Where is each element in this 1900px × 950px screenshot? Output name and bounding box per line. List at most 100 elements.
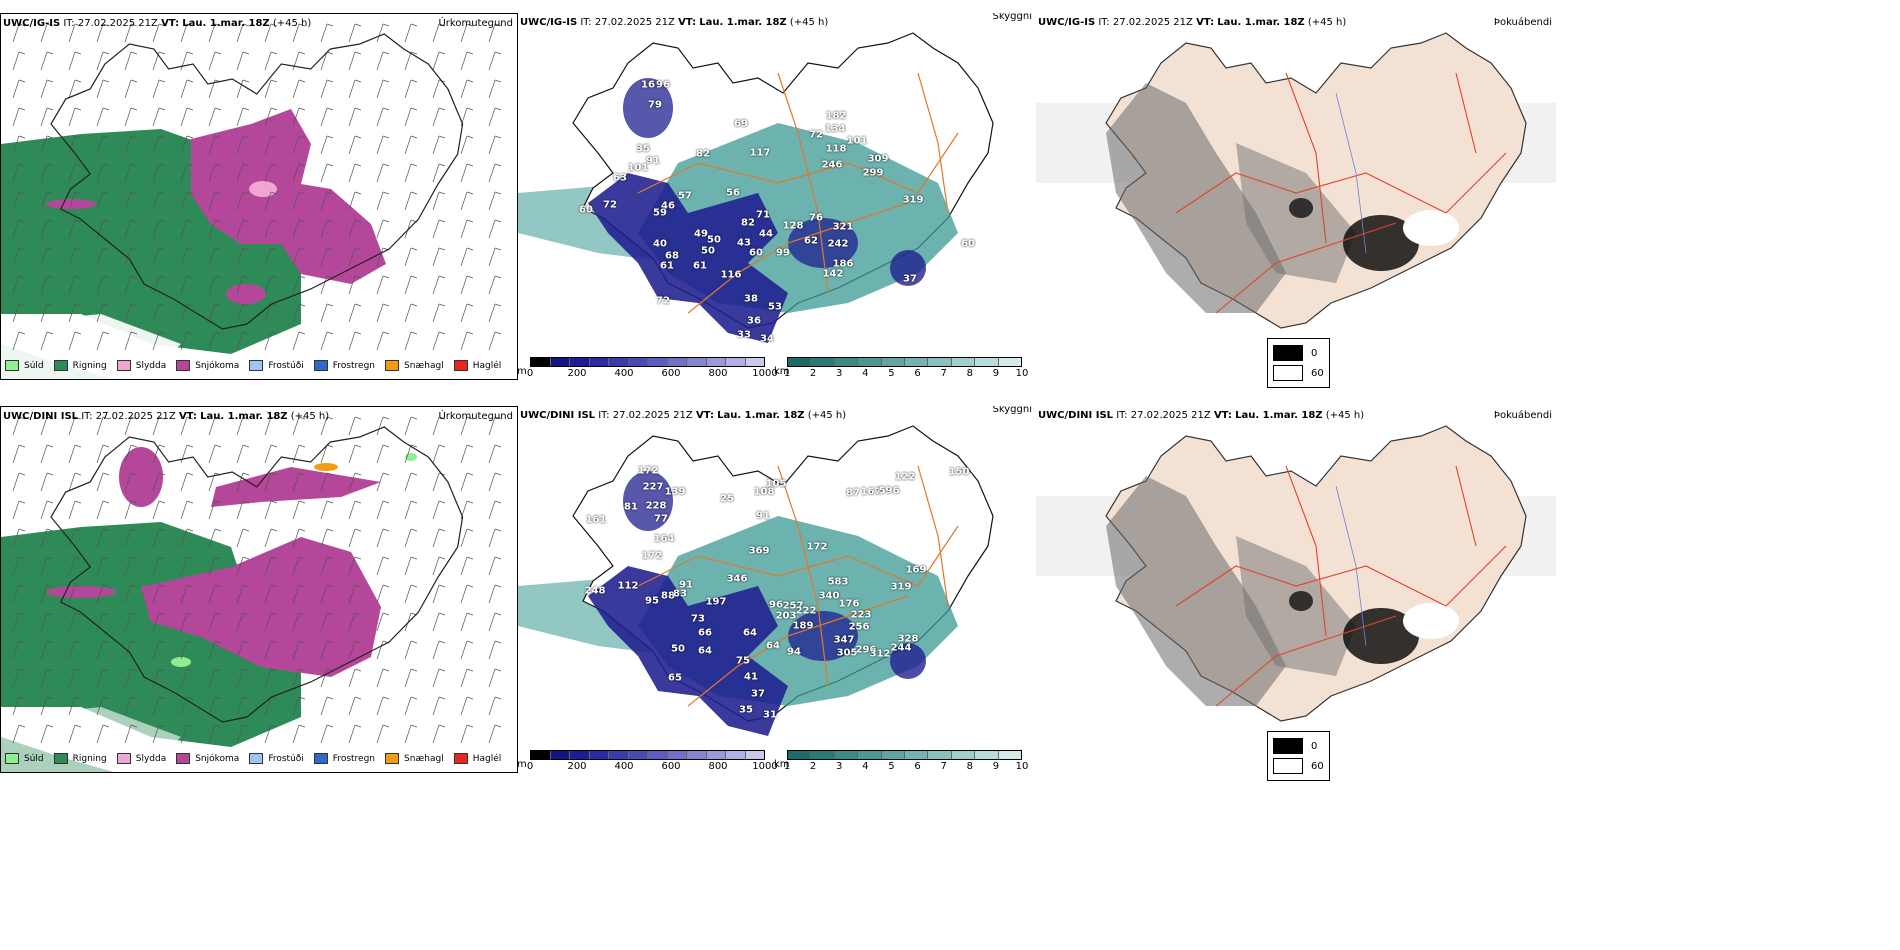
wind-barb [410, 528, 418, 532]
init-label: IT: [63, 18, 75, 29]
ceiling-value-label: 94 [787, 646, 801, 658]
wind-barb [68, 528, 76, 548]
ceiling-value-label: 346 [726, 573, 748, 585]
wind-barb [494, 556, 502, 560]
wind-barb [68, 79, 76, 99]
wind-barb [320, 247, 328, 267]
wind-barb [236, 275, 244, 295]
wind-barb [432, 472, 440, 492]
wind-barb [152, 528, 160, 548]
wind-barb [460, 696, 468, 716]
wind-barb [410, 247, 418, 251]
legend-item: Súld [5, 360, 44, 371]
precip-type-map [1, 416, 502, 772]
wind-barb [466, 500, 474, 504]
wind-barb [404, 584, 412, 604]
wind-barb [236, 79, 244, 99]
wind-barb [74, 668, 82, 672]
wind-barb [46, 135, 54, 139]
wind-barb [102, 163, 110, 167]
colorbar-cells [530, 357, 765, 367]
wind-barb [376, 331, 384, 351]
ceiling-value-label: 68 [665, 250, 679, 262]
wind-barb [46, 500, 54, 504]
wind-barb [404, 444, 412, 464]
wind-barb [494, 331, 502, 335]
wind-barb [488, 275, 496, 295]
wind-barb [40, 51, 48, 71]
colorbar-tick: 400 [614, 368, 634, 379]
fog-legend-row: 60 [1273, 363, 1324, 383]
colorbar-tick: 7 [940, 368, 947, 379]
wind-barb [124, 528, 132, 548]
wind-barb [298, 724, 306, 728]
snow-area [211, 467, 381, 507]
wind-barb [180, 135, 188, 155]
fog-legend-label: 60 [1311, 367, 1324, 379]
precip-type-panel: UWC/IG-IS IT: 27.02.2025 21Z VT: Lau. 1.… [0, 13, 518, 380]
wind-barb [74, 528, 82, 532]
wind-barb [320, 331, 328, 351]
wind-barb [488, 500, 496, 520]
wind-barb [40, 668, 48, 688]
model-name: UWC/IG-IS [520, 17, 578, 28]
wind-barb [130, 247, 138, 251]
wind-barb [158, 135, 166, 139]
wind-barb [326, 612, 334, 616]
wind-barb [158, 556, 166, 560]
wind-barb [152, 303, 160, 323]
wind-barb [432, 640, 440, 660]
wind-barb [488, 668, 496, 688]
wind-barb [102, 500, 110, 504]
colorbar-cell [811, 358, 835, 366]
wind-barb [348, 724, 356, 744]
wind-barb [460, 416, 468, 436]
wind-barb [158, 668, 166, 672]
colorbar-tick: 2 [809, 368, 817, 379]
wind-barb [466, 107, 474, 111]
wind-barb [382, 107, 390, 111]
wind-barb [242, 107, 250, 111]
wind-barb [494, 612, 502, 616]
wind-barb [236, 696, 244, 716]
colorbar-tick: 1000 [752, 761, 778, 772]
wind-barb [460, 275, 468, 295]
wind-barb [236, 556, 244, 576]
low-ceiling-area [788, 218, 858, 268]
wind-barb [432, 107, 440, 127]
wind-barb [152, 500, 160, 520]
wind-barb [158, 416, 166, 420]
wind-barb [376, 584, 384, 604]
wind-barb [270, 556, 278, 560]
lead-time: (+45 h) [1325, 410, 1365, 421]
wind-barb [354, 640, 362, 644]
wind-barb [410, 163, 418, 167]
wind-barb [96, 107, 104, 127]
wind-barb [348, 23, 356, 43]
wind-barb [488, 135, 496, 155]
wind-barb [186, 696, 194, 700]
wind-barb [74, 275, 82, 279]
wind-barb [74, 724, 82, 728]
wind-barb [264, 696, 272, 716]
wind-barb [68, 331, 76, 351]
colorbar-cell [745, 751, 764, 759]
colorbar-unit: km [774, 366, 790, 377]
wind-barb [348, 640, 356, 660]
panel-title: UWC/IG-IS IT: 27.02.2025 21Z VT: Lau. 1.… [520, 17, 828, 28]
wind-barb [242, 668, 250, 672]
wind-barb [208, 163, 216, 183]
wind-barb [68, 219, 76, 239]
init-time: 27.02.2025 21Z [1130, 410, 1211, 421]
colorbar-cell [726, 358, 746, 366]
wind-barb [242, 640, 250, 644]
wind-barb [320, 444, 328, 464]
ceiling-value-label: 328 [897, 633, 919, 645]
ceiling-value-label: 128 [782, 220, 804, 232]
ceiling-value-label: 37 [751, 688, 765, 700]
wind-barb [46, 219, 54, 223]
wind-barb [382, 163, 390, 167]
wind-barb [152, 640, 160, 660]
wind-barb [460, 584, 468, 604]
wind-barb [186, 612, 194, 616]
